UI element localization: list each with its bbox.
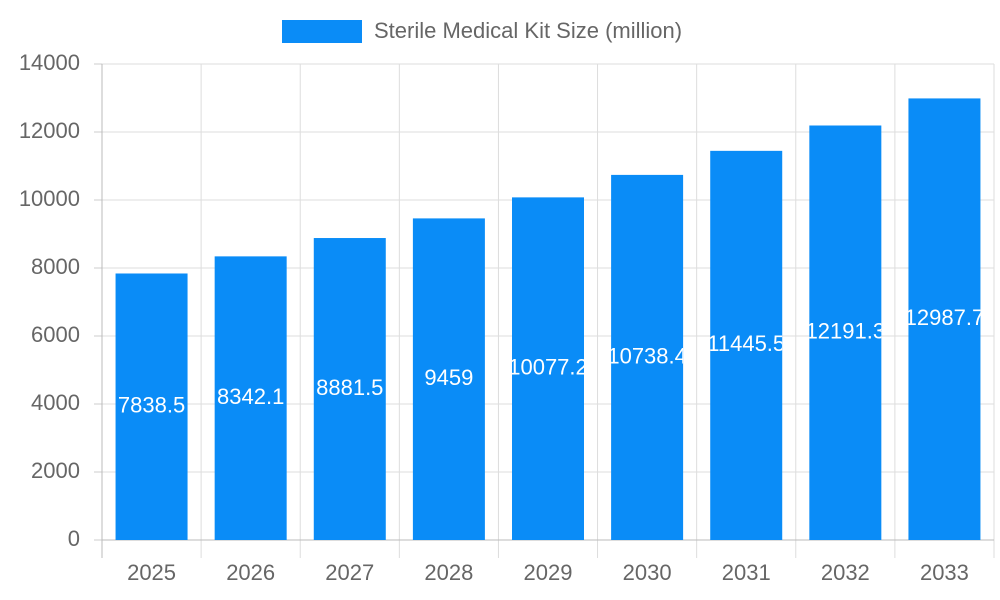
bar bbox=[214, 256, 287, 540]
y-tick-label: 10000 bbox=[19, 186, 80, 211]
data-label: 8342.1 bbox=[217, 384, 284, 409]
x-tick-label: 2027 bbox=[325, 560, 374, 585]
x-tick-label: 2028 bbox=[424, 560, 473, 585]
bar bbox=[710, 150, 783, 540]
bar bbox=[809, 125, 882, 541]
legend[interactable]: Sterile Medical Kit Size (million) bbox=[282, 18, 682, 43]
data-label: 11445.5 bbox=[707, 331, 785, 356]
data-label: 12191.3 bbox=[806, 319, 886, 344]
x-tick-label: 2026 bbox=[226, 560, 275, 585]
y-tick-label: 6000 bbox=[31, 322, 80, 347]
bar bbox=[115, 273, 188, 540]
bar bbox=[412, 218, 485, 541]
bar bbox=[611, 174, 684, 540]
x-tick-label: 2031 bbox=[722, 560, 771, 585]
y-tick-label: 14000 bbox=[19, 50, 80, 75]
y-tick-label: 0 bbox=[68, 526, 80, 551]
x-tick-label: 2030 bbox=[623, 560, 672, 585]
y-tick-label: 12000 bbox=[19, 118, 80, 143]
bar bbox=[512, 197, 584, 541]
y-tick-label: 2000 bbox=[31, 458, 80, 483]
x-tick-label: 2029 bbox=[524, 560, 573, 585]
legend-swatch bbox=[282, 20, 362, 43]
x-tick-label: 2033 bbox=[920, 560, 969, 585]
data-label: 10738.4 bbox=[607, 343, 687, 368]
legend-label[interactable]: Sterile Medical Kit Size (million) bbox=[374, 18, 682, 43]
y-tick-label: 4000 bbox=[31, 390, 80, 415]
x-tick-label: 2025 bbox=[127, 560, 176, 585]
y-tick-label: 8000 bbox=[31, 254, 80, 279]
data-label: 10077.2 bbox=[508, 355, 588, 380]
x-tick-label: 2032 bbox=[821, 560, 870, 585]
data-label: 7838.5 bbox=[118, 393, 185, 418]
data-label: 8881.5 bbox=[316, 375, 383, 400]
bar bbox=[313, 238, 386, 541]
data-label: 12987.7 bbox=[905, 305, 985, 330]
bar bbox=[908, 98, 981, 540]
data-label: 9459 bbox=[424, 365, 473, 390]
